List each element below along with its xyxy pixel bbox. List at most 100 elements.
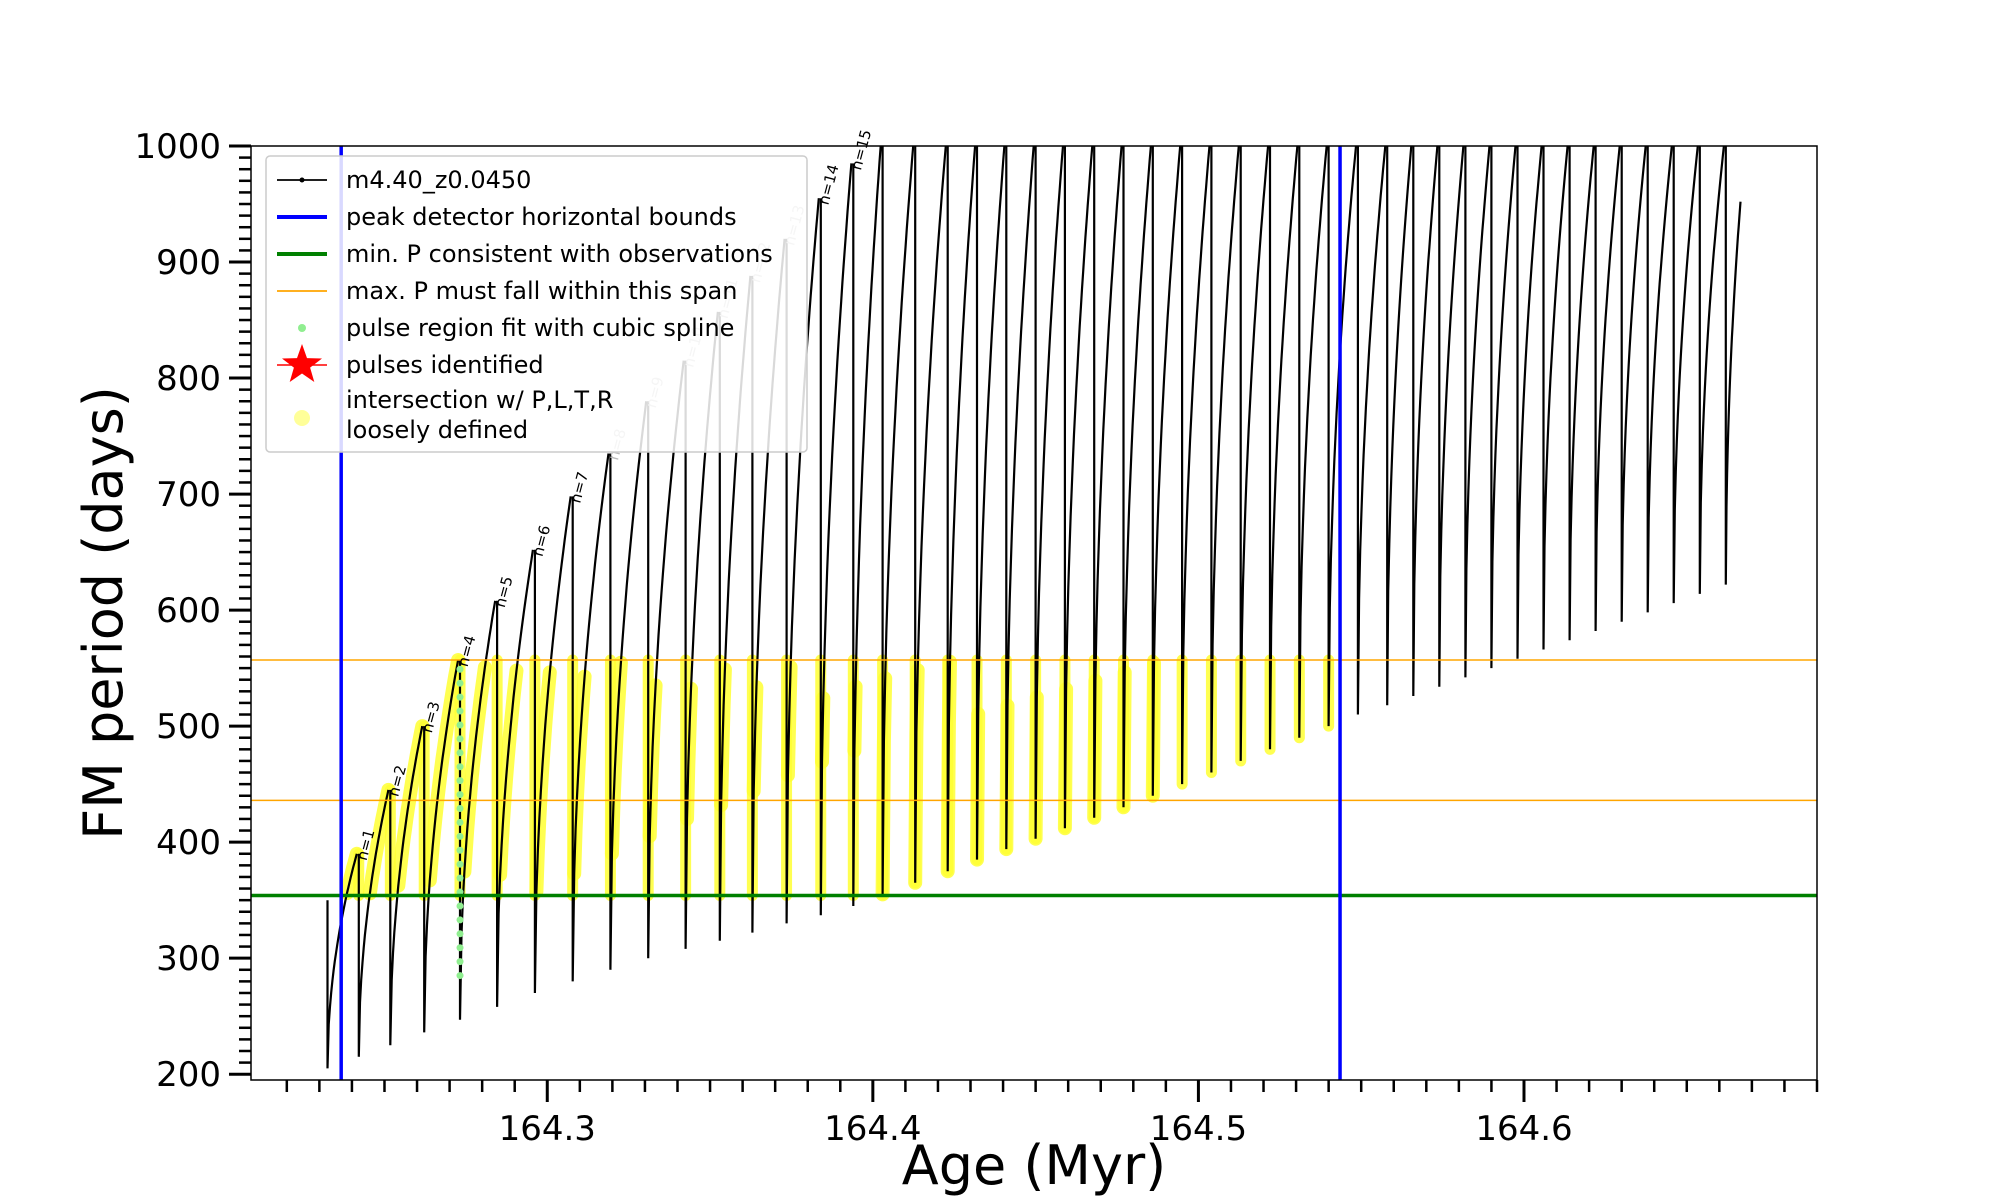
legend-item-3: min. P consistent with observations bbox=[277, 240, 773, 268]
pulse-track-37 bbox=[1464, 146, 1491, 678]
spline-point bbox=[456, 763, 464, 771]
pulse-track-35 bbox=[1412, 146, 1439, 697]
pulse-track-29 bbox=[1239, 146, 1270, 761]
spline-point bbox=[456, 846, 464, 854]
pulse-track-16 bbox=[852, 146, 882, 907]
pulse-track-33 bbox=[1356, 146, 1387, 715]
plot-frame bbox=[250, 145, 1818, 1081]
spline-point bbox=[456, 818, 464, 826]
spline-point bbox=[456, 944, 464, 952]
pulse-track-36 bbox=[1438, 146, 1465, 687]
pulse-track-41 bbox=[1568, 146, 1595, 641]
spline-point bbox=[456, 860, 464, 868]
pulse-track-4 bbox=[423, 659, 460, 1033]
pulse-track-47 bbox=[1724, 146, 1742, 585]
x-tick-label: 164.5 bbox=[1150, 1109, 1247, 1149]
y-tick-label: 700 bbox=[156, 475, 221, 515]
x-tick-label: 164.3 bbox=[499, 1109, 596, 1149]
pulse-track-7 bbox=[533, 496, 572, 994]
spline-point bbox=[456, 972, 464, 980]
y-tick-label: 1000 bbox=[134, 127, 221, 167]
legend-box bbox=[265, 155, 808, 453]
pulse-track-34 bbox=[1386, 146, 1413, 706]
y-tick-label: 500 bbox=[156, 707, 221, 747]
x-tick-label: 164.6 bbox=[1475, 1109, 1572, 1149]
pulse-track-22 bbox=[1034, 146, 1065, 839]
y-tick-label: 300 bbox=[156, 939, 221, 979]
x-tick-label: 164.4 bbox=[824, 1109, 921, 1149]
pulse-track-2 bbox=[357, 789, 390, 1057]
pulse-track-19 bbox=[946, 146, 977, 872]
spline-point bbox=[456, 721, 464, 729]
legend-label: pulse region fit with cubic spline bbox=[346, 314, 734, 342]
y-tick-label: 800 bbox=[156, 359, 221, 399]
pulse-track-9 bbox=[609, 401, 648, 970]
pulse-track-28 bbox=[1210, 146, 1240, 773]
pulse-track-46 bbox=[1698, 146, 1725, 594]
pulse-track-31 bbox=[1298, 146, 1328, 738]
legend-item-6: pulses identified bbox=[277, 344, 544, 382]
pulse-track-24 bbox=[1093, 146, 1123, 818]
legend-star-marker bbox=[282, 344, 322, 382]
pulse-track-30 bbox=[1268, 146, 1299, 750]
pulse-track-26 bbox=[1151, 146, 1182, 796]
y-tick-label: 600 bbox=[156, 591, 221, 631]
spline-point bbox=[456, 916, 464, 924]
legend-label: peak detector horizontal bounds bbox=[346, 203, 737, 231]
y-tick-label: 900 bbox=[156, 243, 221, 283]
pulse-track-3 bbox=[389, 725, 424, 1046]
series-m4.40-z0.0450 bbox=[326, 146, 1742, 1069]
spline-point bbox=[456, 749, 464, 757]
spline-point bbox=[456, 665, 464, 673]
pulse-track-44 bbox=[1646, 146, 1673, 613]
pulse-track-27 bbox=[1181, 146, 1211, 785]
pulse-track-45 bbox=[1672, 146, 1699, 604]
spline-point bbox=[456, 805, 464, 813]
spline-point bbox=[456, 791, 464, 799]
axes: 200 300 400 500 600 700 800 900 1000 164.3 164.4 16… bbox=[134, 127, 1819, 1149]
pulse-track-15 bbox=[819, 163, 853, 916]
legend-dot-marker bbox=[299, 177, 305, 183]
legend-dot-marker bbox=[298, 324, 306, 332]
legend-label: intersection w/ P,L,T,R bbox=[346, 386, 613, 414]
pulse-track-38 bbox=[1490, 146, 1517, 669]
spline-point bbox=[456, 707, 464, 715]
spline-point bbox=[456, 735, 464, 743]
legend-item-1: m4.40_z0.0450 bbox=[277, 166, 531, 194]
spline-point bbox=[456, 958, 464, 966]
pulse-track-43 bbox=[1620, 146, 1647, 622]
pulse-track-42 bbox=[1594, 146, 1621, 632]
legend-label: max. P must fall within this span bbox=[346, 277, 737, 305]
pulse-track-8 bbox=[571, 453, 610, 982]
pulse-track-25 bbox=[1122, 146, 1152, 808]
y-axis-title: FM period (days) bbox=[72, 386, 135, 840]
spline-point bbox=[456, 930, 464, 938]
legend-item-4: max. P must fall within this span bbox=[277, 277, 737, 305]
pulse-track-40 bbox=[1542, 146, 1569, 650]
pulse-track-5 bbox=[458, 600, 497, 1020]
spline-point bbox=[456, 874, 464, 882]
legend-item-2: peak detector horizontal bounds bbox=[277, 203, 737, 231]
legend-label: min. P consistent with observations bbox=[346, 240, 773, 268]
legend-circle-marker bbox=[294, 410, 310, 426]
y-tick-label: 200 bbox=[156, 1055, 221, 1095]
spline-point bbox=[456, 902, 464, 910]
legend-label: m4.40_z0.0450 bbox=[346, 166, 531, 194]
spline-point bbox=[456, 693, 464, 701]
pulse-track-20 bbox=[975, 146, 1006, 860]
spline-point bbox=[456, 777, 464, 785]
pulse-track-17 bbox=[881, 146, 915, 895]
legend-label-line2: loosely defined bbox=[346, 416, 528, 444]
pulse-track-39 bbox=[1516, 146, 1543, 659]
pulse-track-18 bbox=[914, 146, 947, 883]
legend-label: pulses identified bbox=[346, 351, 544, 379]
spline-point bbox=[456, 832, 464, 840]
x-axis-title: Age (Myr) bbox=[902, 1134, 1167, 1197]
pulse-track-6 bbox=[496, 549, 534, 1007]
legend-item-5: pulse region fit with cubic spline bbox=[298, 314, 734, 342]
pulse-track-21 bbox=[1005, 146, 1035, 850]
y-tick-label: 400 bbox=[156, 823, 221, 863]
